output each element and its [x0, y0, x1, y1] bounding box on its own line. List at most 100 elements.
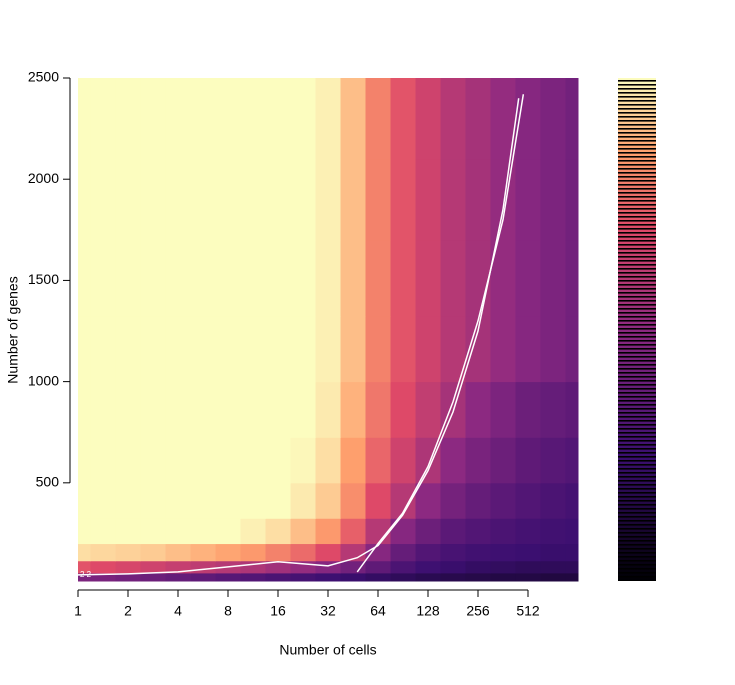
- heat-cell: [390, 381, 417, 438]
- heat-cell: [165, 158, 192, 241]
- x-tick-label: 128: [416, 603, 440, 619]
- heat-cell: [365, 572, 392, 582]
- heat-cell: [90, 543, 116, 562]
- heat-cell: [365, 78, 392, 160]
- heat-cell: [490, 381, 516, 438]
- heat-cell: [90, 239, 116, 317]
- y-axis-label: Number of genes: [5, 276, 21, 383]
- heat-cell: [315, 239, 341, 317]
- heat-cell: [390, 78, 417, 160]
- y-tick-label: 2000: [28, 170, 59, 186]
- heat-cell: [290, 239, 317, 317]
- heat-cell: [490, 315, 516, 383]
- trend-line: [77, 98, 520, 576]
- heat-cell: [390, 437, 417, 484]
- heat-cell: [215, 315, 241, 383]
- heat-cell: [165, 560, 192, 574]
- heat-cell: [78, 381, 91, 438]
- heat-cell: [365, 158, 392, 241]
- heat-cell: [165, 239, 192, 317]
- heat-cell: [165, 78, 192, 160]
- heat-cell: [190, 560, 217, 574]
- heat-cell: [265, 518, 292, 545]
- heat-cell: [115, 381, 141, 438]
- x-tick-label: 512: [516, 603, 540, 619]
- heat-cell: [115, 78, 141, 160]
- heat-cell: [78, 543, 91, 562]
- heat-cell: [440, 239, 466, 317]
- heat-cell: [540, 239, 566, 317]
- heat-cell: [515, 572, 541, 582]
- heat-cell: [115, 560, 141, 574]
- heat-cell: [115, 315, 141, 383]
- heat-cell: [415, 572, 441, 582]
- heat-cell: [415, 158, 441, 241]
- heat-cell: [340, 381, 366, 438]
- plot-area: [78, 78, 579, 582]
- heat-cell: [565, 482, 579, 519]
- heat-cell: [440, 158, 466, 241]
- heat-cell: [78, 482, 91, 519]
- heat-cell: [240, 381, 266, 438]
- x-tick-label: 256: [466, 603, 490, 619]
- heat-cell: [515, 518, 541, 545]
- heat-cell: [540, 560, 566, 574]
- heat-cell: [190, 381, 217, 438]
- heat-cell: [90, 315, 116, 383]
- heat-cell: [465, 239, 491, 317]
- heat-cell: [565, 518, 579, 545]
- heat-cell: [165, 572, 192, 582]
- heat-cell: [565, 560, 579, 574]
- heat-cell: [265, 239, 292, 317]
- heat-cell: [215, 158, 241, 241]
- heat-cell: [90, 158, 116, 241]
- heat-cell: [140, 381, 166, 438]
- heat-cell: [440, 543, 466, 562]
- heat-cell: [78, 158, 91, 241]
- heat-cell: [290, 482, 317, 519]
- heat-cell: [565, 543, 579, 562]
- heat-cell: [140, 572, 166, 582]
- heat-cell: [165, 518, 192, 545]
- heat-cell: [140, 543, 166, 562]
- heat-cell: [90, 482, 116, 519]
- heat-cell: [215, 518, 241, 545]
- heat-cell: [465, 381, 491, 438]
- heat-cell: [165, 315, 192, 383]
- heat-cell: [265, 543, 292, 562]
- x-tick-label: 8: [224, 603, 232, 619]
- heat-cell: [240, 315, 266, 383]
- heat-cell: [540, 482, 566, 519]
- heat-cell: [340, 572, 366, 582]
- heat-cell: [365, 543, 392, 562]
- y-tick-label: 1000: [28, 372, 59, 388]
- heat-cell: [140, 482, 166, 519]
- heat-cell: [340, 239, 366, 317]
- heat-cell: [90, 518, 116, 545]
- heat-cell: [415, 381, 441, 438]
- heat-cell: [465, 560, 491, 574]
- heat-cell: [315, 381, 341, 438]
- heat-cell: [115, 572, 141, 582]
- heat-cell: [340, 78, 366, 160]
- heat-cell: [190, 572, 217, 582]
- heat-cell: [78, 572, 91, 582]
- heat-cell: [315, 572, 341, 582]
- heat-cell: [290, 381, 317, 438]
- heat-cell: [265, 381, 292, 438]
- heat-cell: [315, 315, 341, 383]
- heat-cell: [340, 158, 366, 241]
- heat-cell: [365, 560, 392, 574]
- heat-cell: [190, 315, 217, 383]
- colorbar-stripes: [618, 78, 656, 581]
- heat-cell: [565, 381, 579, 438]
- heat-cell: [240, 158, 266, 241]
- heat-cell: [115, 543, 141, 562]
- heat-cell: [140, 78, 166, 160]
- heat-cell: [365, 437, 392, 484]
- heat-cell: [78, 315, 91, 383]
- heat-cell: [515, 543, 541, 562]
- heat-cell: [540, 437, 566, 484]
- heat-cell: [115, 437, 141, 484]
- heat-cell: [340, 560, 366, 574]
